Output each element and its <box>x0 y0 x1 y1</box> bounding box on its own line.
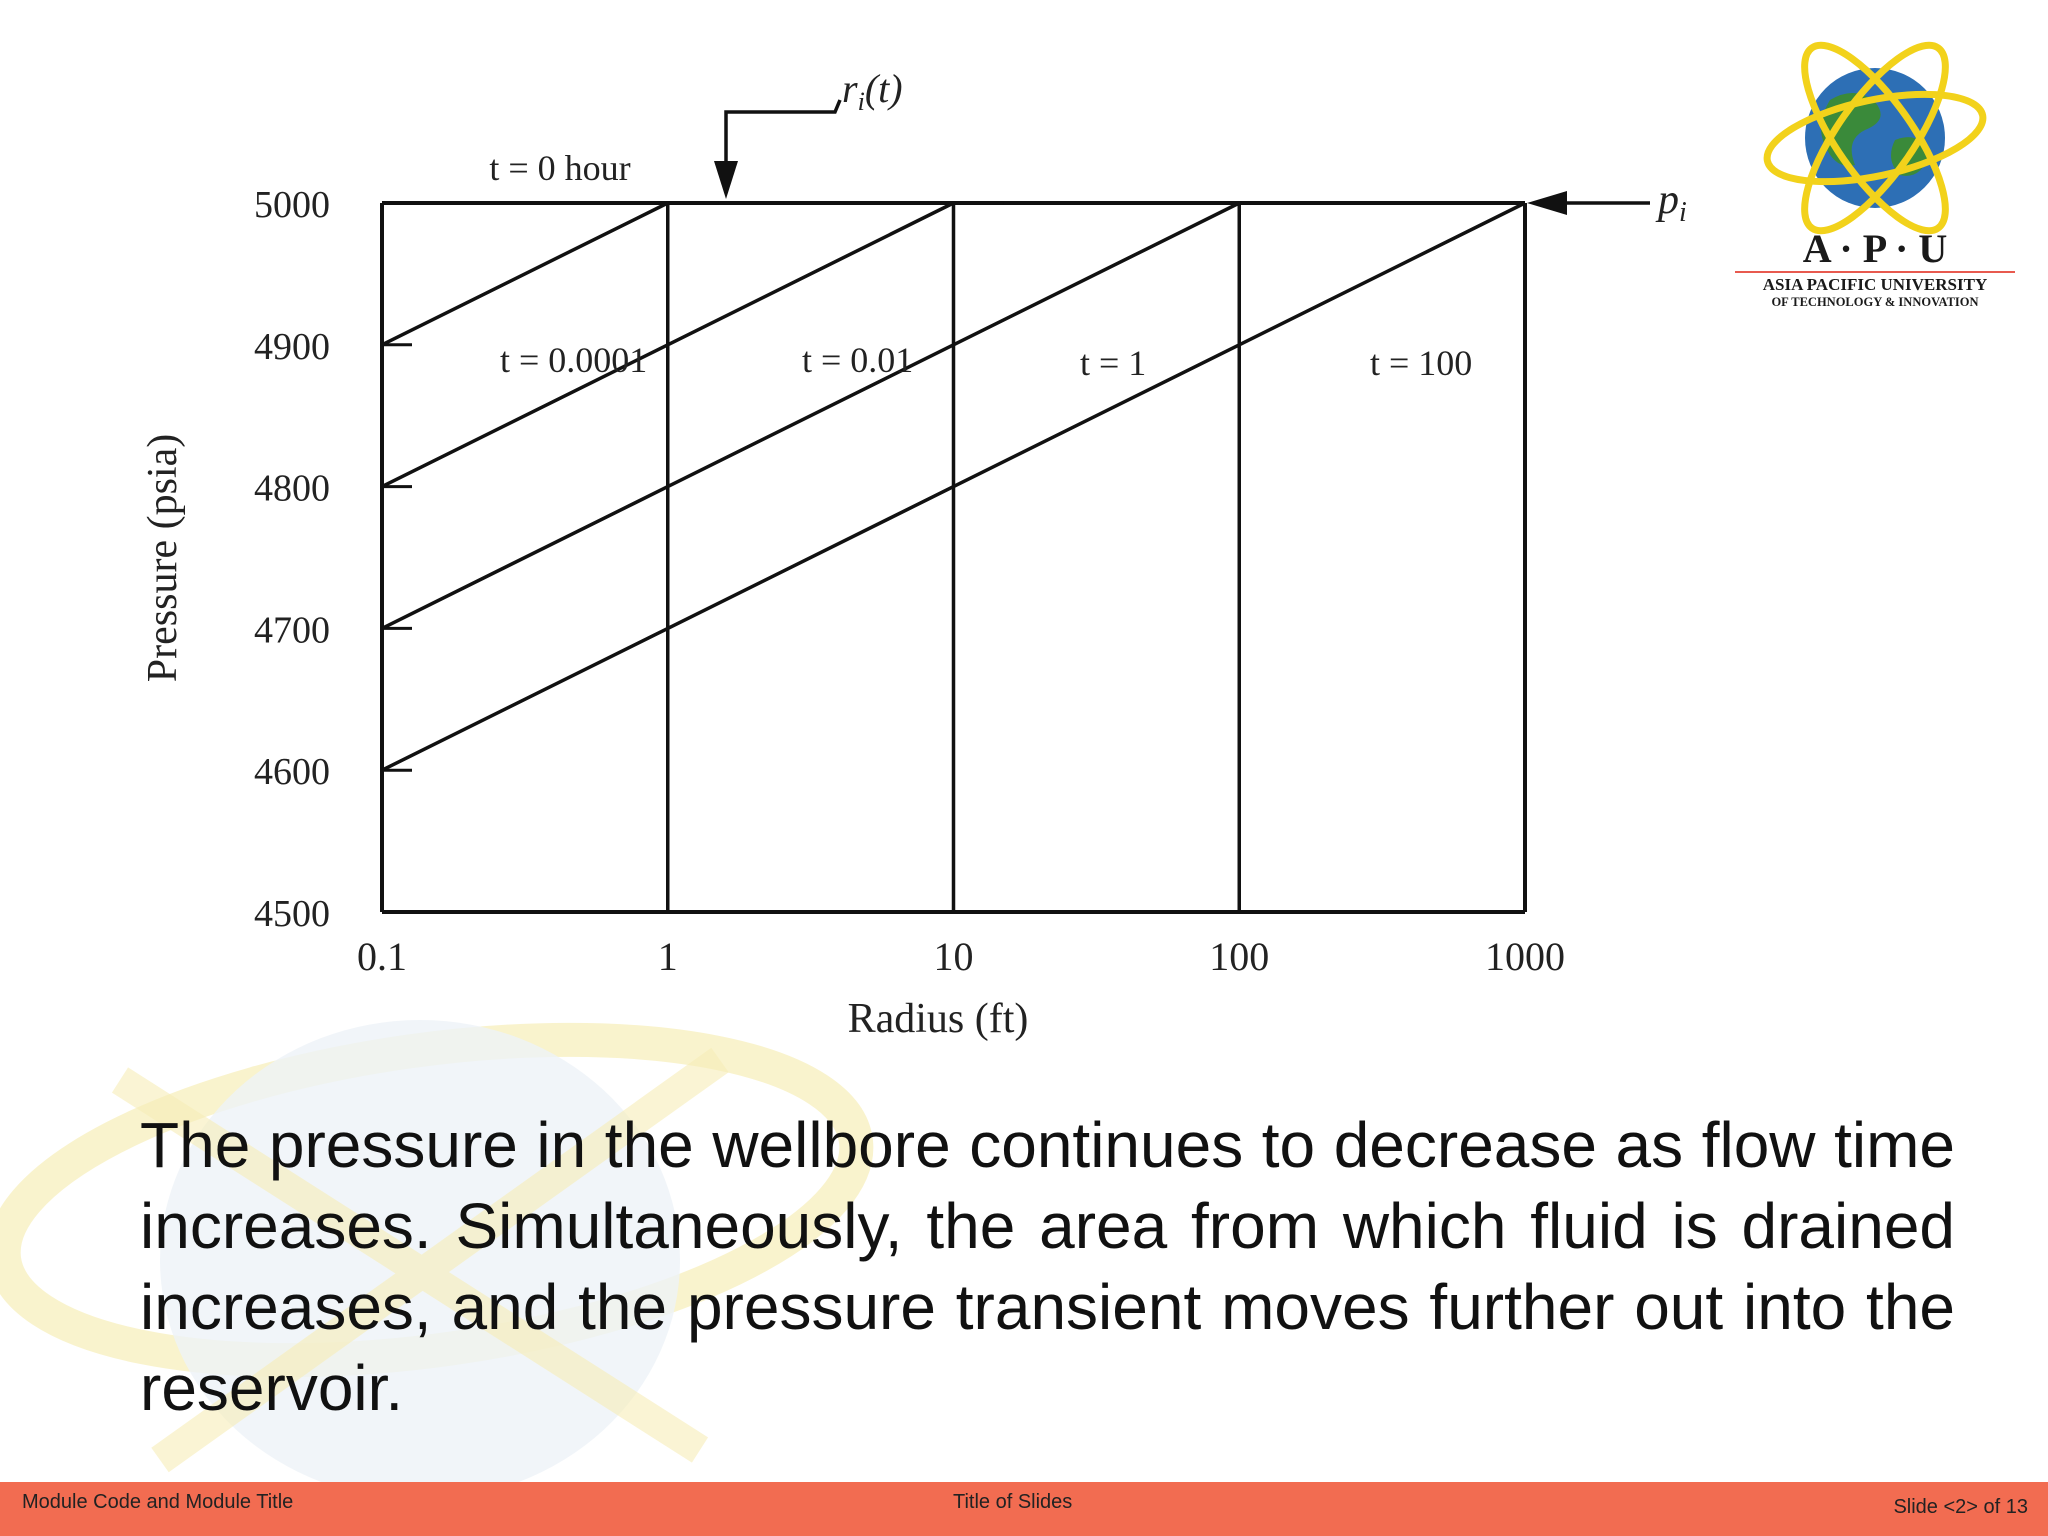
series-line <box>381 201 1290 630</box>
ri-annotation: ri(t) <box>842 66 903 116</box>
y-tick-label: 4900 <box>254 326 330 368</box>
pi-annotation: pi <box>1655 177 1687 228</box>
slide-body-text: The pressure in the wellbore continues t… <box>140 1109 1955 1424</box>
y-tick-label: 4700 <box>254 609 330 651</box>
apu-logo: A · P · U ASIA PACIFIC UNIVERSITY OF TEC… <box>1735 41 2015 309</box>
footer-slide-title: Title of Slides <box>953 1491 1073 1513</box>
y-tick-label: 4600 <box>254 751 330 793</box>
series-label: t = 0.01 <box>802 340 913 380</box>
series-line <box>381 201 1526 772</box>
pi-arrow-head <box>1527 191 1567 215</box>
logo-line-2: OF TECHNOLOGY & INNOVATION <box>1771 295 1978 309</box>
series-label: t = 1 <box>1080 343 1146 383</box>
y-tick-label: 4800 <box>254 468 330 510</box>
series-label: t = 0.0001 <box>500 340 647 380</box>
series-line <box>381 201 1004 489</box>
y-tick-label: 4500 <box>254 893 330 935</box>
footer-slide-number: Slide <2> of 13 <box>1893 1496 2028 1518</box>
x-tick-label: 100 <box>1209 934 1269 979</box>
logo-name: A · P · U <box>1803 226 1947 271</box>
series-label: t = 0 hour <box>489 148 630 188</box>
series-line <box>381 201 719 347</box>
ri-arrow-head <box>714 161 738 199</box>
x-tick-label: 1000 <box>1485 934 1565 979</box>
x-tick-label: 0.1 <box>357 934 407 979</box>
y-axis-title: Pressure (psia) <box>140 434 186 682</box>
footer-module-title: Module Code and Module Title <box>22 1491 294 1513</box>
x-axis-title: Radius (ft) <box>848 996 1029 1042</box>
ri-arrow-line <box>724 99 842 193</box>
globe-icon <box>1763 41 1987 235</box>
x-tick-label: 1 <box>658 934 678 979</box>
pressure-radius-chart: 0.1 1 10 100 1000 5000 4900 4800 4700 4600 4500 Rad… <box>140 66 1687 1042</box>
slide-footer: Module Code and Module Title Title of Sl… <box>0 1482 2048 1536</box>
logo-line-1: ASIA PACIFIC UNIVERSITY <box>1763 275 1988 294</box>
x-tick-label: 10 <box>934 934 974 979</box>
series-label: t = 100 <box>1370 343 1472 383</box>
y-tick-label: 5000 <box>254 184 330 226</box>
